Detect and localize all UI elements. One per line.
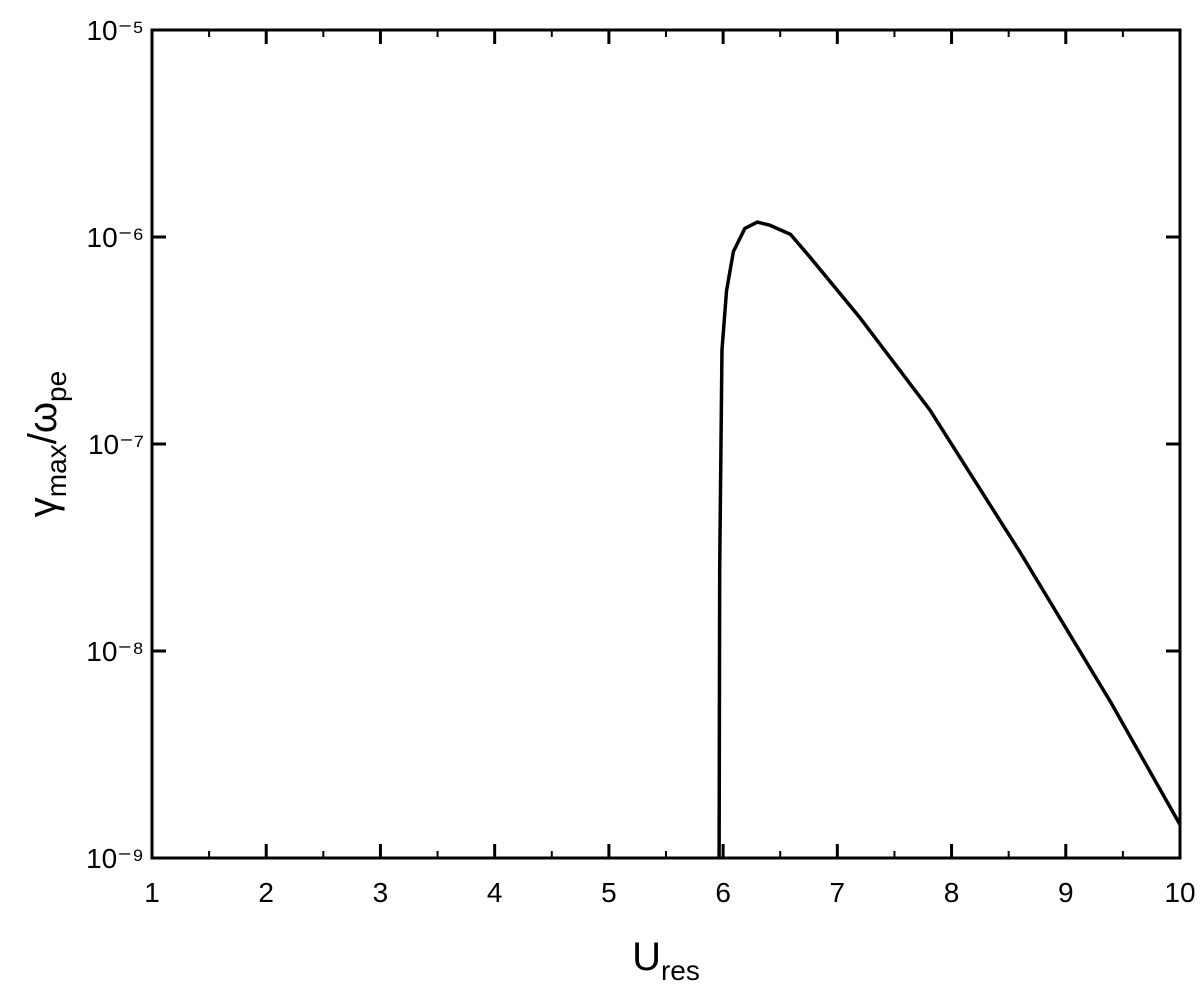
x-axis-label-part: U [632,935,661,979]
x-tick-label: 5 [601,877,617,908]
y-axis-label-sub: max [41,444,72,497]
y-tick-label: 10⁻⁸ [86,636,144,667]
y-tick-label: 10⁻⁷ [88,429,144,460]
x-axis-label-sub: res [661,955,700,986]
y-tick-label: 10⁻⁶ [87,222,144,253]
y-tick-label: 10⁻⁵ [86,15,144,46]
plot-frame [150,28,1182,860]
x-tick-label: 7 [830,877,846,908]
x-tick-label: 9 [1058,877,1074,908]
x-tick-label: 4 [487,877,503,908]
y-axis-label-part: /ω [21,402,65,444]
x-tick-label: 8 [944,877,960,908]
x-tick-label: 3 [373,877,389,908]
y-tick-label: 10⁻⁹ [86,843,144,874]
y-axis-label-part: γ [21,497,65,517]
data-line [717,220,1182,859]
y-axis-label: γmax/ωpe [21,371,72,517]
x-tick-label: 6 [715,877,731,908]
y-axis-label-sub: pe [41,371,72,402]
x-axis-label: Ures [632,935,700,986]
x-tick-label: 1 [144,877,160,908]
x-tick-label: 10 [1164,877,1195,908]
x-tick-label: 2 [258,877,274,908]
